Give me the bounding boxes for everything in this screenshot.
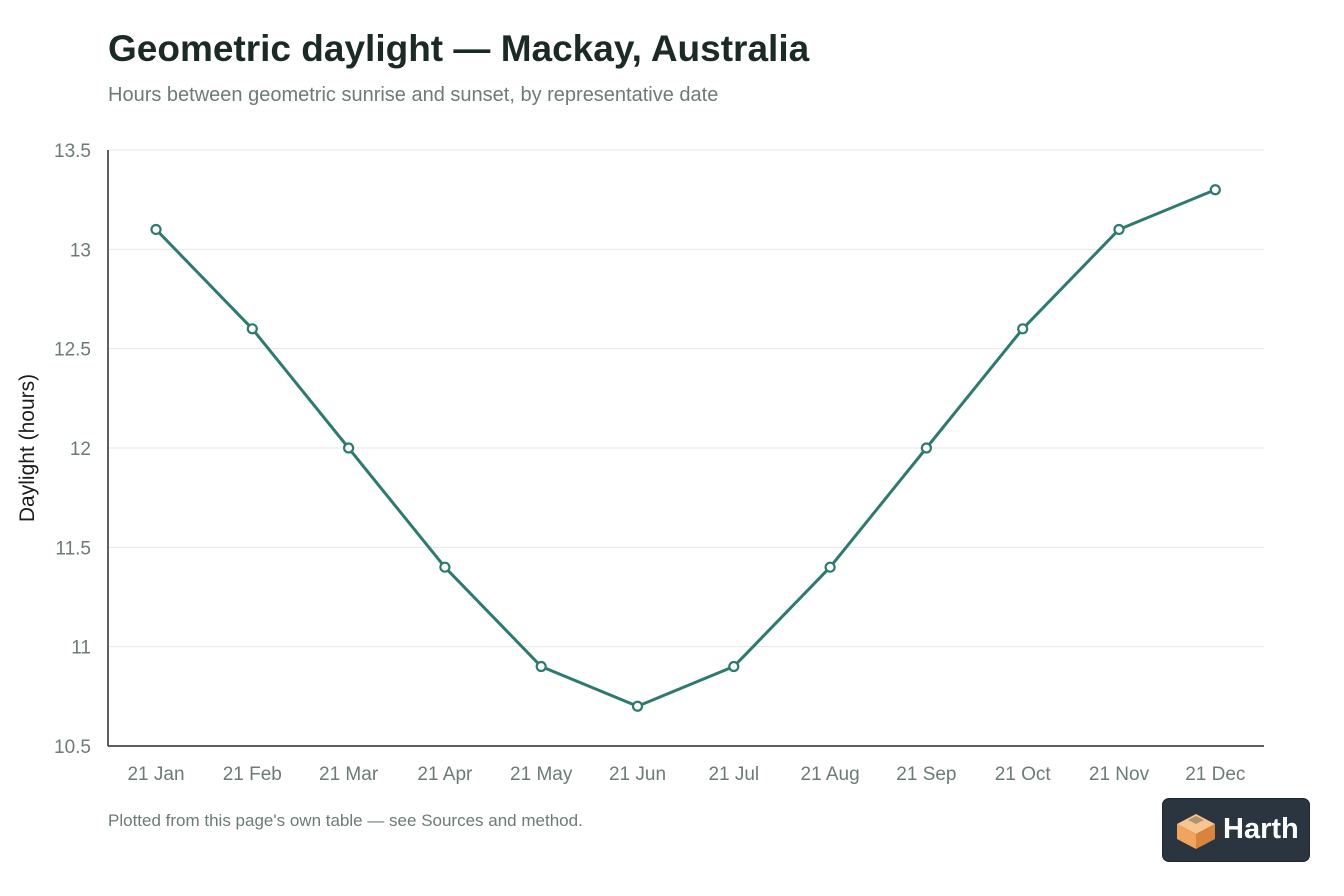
brand-badge[interactable]: Harth bbox=[1162, 798, 1310, 862]
y-tick-label: 10.5 bbox=[54, 737, 91, 758]
data-point bbox=[631, 700, 644, 712]
data-point bbox=[1017, 323, 1029, 335]
source-footnote: Plotted from this page's own table — see… bbox=[108, 811, 583, 830]
x-tick-label: 21 Aug bbox=[801, 764, 860, 785]
gridlines bbox=[108, 149, 1264, 648]
data-point bbox=[343, 442, 355, 454]
data-point bbox=[1113, 223, 1125, 236]
x-tick-label: 21 Feb bbox=[223, 764, 282, 785]
x-axis: 21 Jan 21 Feb 21 Mar 21 Apr 21 May 21 Jun 21 J… bbox=[108, 745, 1264, 785]
chart-subtitle: Hours between geometric sunrise and suns… bbox=[108, 84, 719, 106]
data-point bbox=[824, 561, 836, 573]
x-tick-label: 21 Apr bbox=[417, 764, 473, 785]
series-daylight bbox=[150, 184, 1221, 712]
x-tick-label: 21 Mar bbox=[319, 764, 379, 785]
x-tick-label: 21 Sep bbox=[896, 764, 956, 785]
y-tick-label: 13.5 bbox=[54, 141, 91, 162]
y-axis: 10.5 11 11.5 12 12.5 13 13.5 bbox=[54, 141, 109, 758]
brand-name: Harth bbox=[1223, 813, 1299, 845]
y-tick-label: 11.5 bbox=[55, 538, 91, 559]
x-tick-label: 21 Oct bbox=[995, 764, 1052, 785]
data-point bbox=[728, 660, 740, 673]
x-tick-label: 21 Dec bbox=[1185, 764, 1245, 785]
isometric-box-icon bbox=[1177, 814, 1215, 849]
data-point bbox=[920, 442, 933, 454]
x-tick-label: 21 Jun bbox=[609, 764, 666, 785]
data-point bbox=[150, 223, 162, 236]
x-tick-label: 21 May bbox=[510, 764, 573, 785]
y-axis-label: Daylight (hours) bbox=[16, 374, 39, 522]
x-tick-label: 21 Jul bbox=[708, 764, 759, 785]
data-point bbox=[246, 323, 258, 335]
data-point bbox=[439, 561, 451, 573]
series-line bbox=[154, 188, 1217, 708]
y-tick-label: 11 bbox=[71, 638, 91, 659]
y-tick-label: 12.5 bbox=[54, 340, 91, 361]
chart-title: Geometric daylight — Mackay, Australia bbox=[108, 28, 810, 69]
y-tick-label: 12 bbox=[70, 439, 91, 460]
data-point bbox=[535, 660, 547, 673]
data-point bbox=[1209, 184, 1221, 196]
x-tick-label: 21 Nov bbox=[1089, 764, 1150, 785]
x-tick-label: 21 Jan bbox=[127, 764, 184, 785]
y-tick-label: 13 bbox=[70, 240, 91, 261]
